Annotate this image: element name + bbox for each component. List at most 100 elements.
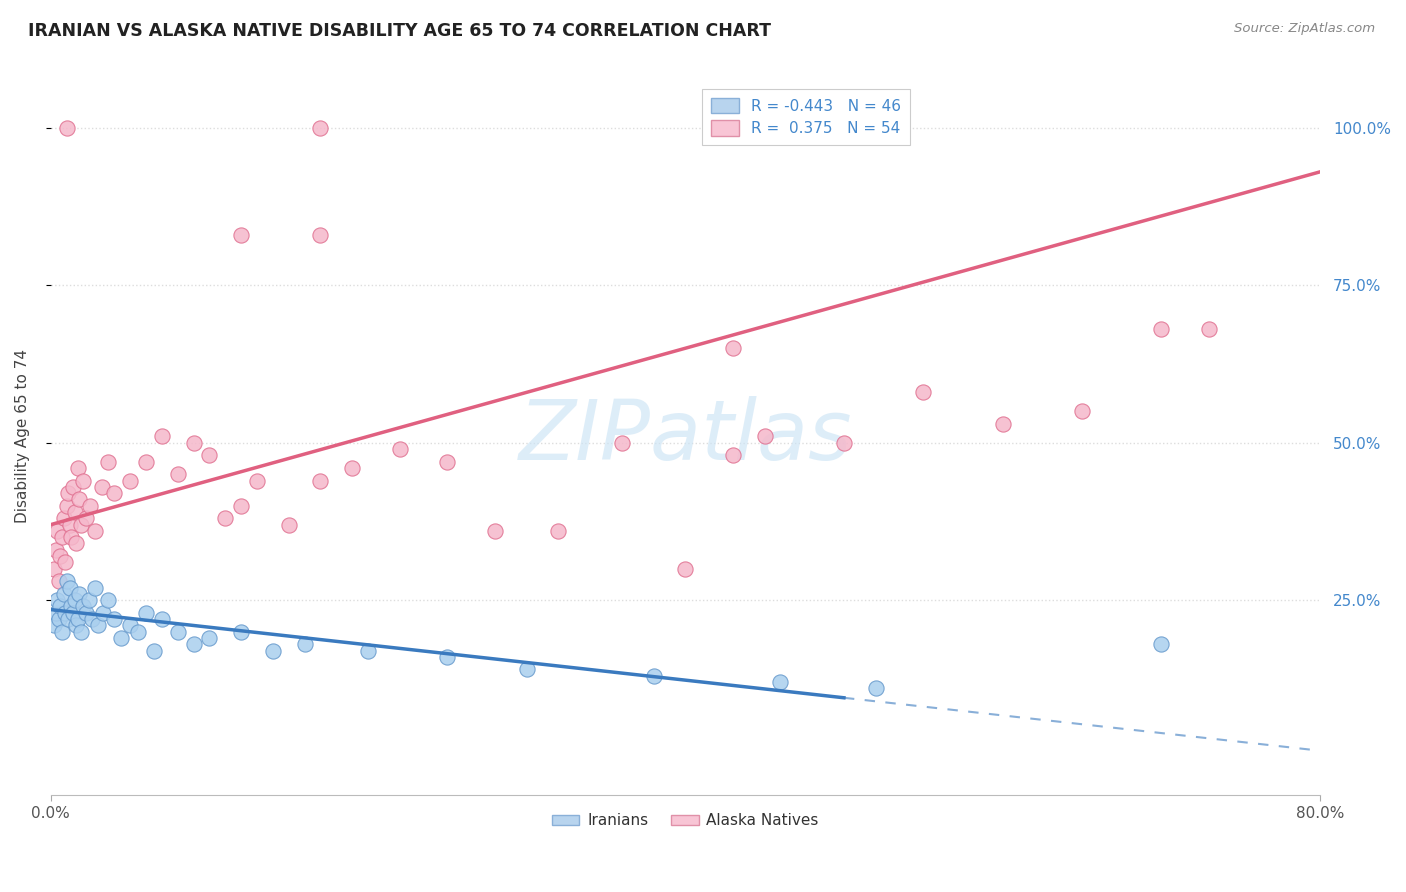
Point: [1070, 404, 1092, 418]
Point: [166, 467, 188, 482]
Point: [52, 587, 75, 601]
Point: [65, 536, 87, 550]
Point: [97, 593, 120, 607]
Point: [51, 624, 73, 639]
Point: [912, 385, 935, 400]
Point: [52, 511, 75, 525]
Point: [357, 643, 380, 657]
Point: [63, 505, 86, 519]
Point: [59, 581, 82, 595]
Point: [48, 574, 70, 589]
Point: [166, 624, 188, 639]
Point: [436, 649, 458, 664]
Point: [484, 524, 506, 538]
Point: [865, 681, 887, 696]
Point: [150, 612, 173, 626]
Point: [48, 612, 70, 626]
Point: [309, 120, 332, 135]
Point: [127, 624, 149, 639]
Point: [231, 624, 253, 639]
Point: [110, 631, 132, 645]
Point: [294, 637, 316, 651]
Point: [103, 612, 125, 626]
Point: [142, 643, 165, 657]
Point: [53, 555, 76, 569]
Point: [60, 530, 83, 544]
Point: [754, 429, 776, 443]
Point: [58, 486, 80, 500]
Point: [84, 524, 107, 538]
Point: [42, 618, 65, 632]
Text: Source: ZipAtlas.com: Source: ZipAtlas.com: [1234, 22, 1375, 36]
Point: [55, 574, 77, 589]
Point: [198, 631, 221, 645]
Point: [87, 618, 110, 632]
Point: [673, 562, 696, 576]
Point: [79, 499, 101, 513]
Point: [46, 524, 69, 538]
Point: [120, 474, 142, 488]
Point: [150, 429, 173, 443]
Point: [610, 435, 633, 450]
Point: [547, 524, 569, 538]
Point: [67, 587, 90, 601]
Point: [55, 120, 77, 135]
Point: [49, 599, 72, 614]
Point: [60, 599, 83, 614]
Point: [309, 474, 332, 488]
Point: [42, 562, 65, 576]
Point: [277, 517, 299, 532]
Point: [183, 637, 205, 651]
Point: [991, 417, 1014, 431]
Text: IRANIAN VS ALASKA NATIVE DISABILITY AGE 65 TO 74 CORRELATION CHART: IRANIAN VS ALASKA NATIVE DISABILITY AGE …: [28, 22, 770, 40]
Point: [67, 492, 90, 507]
Point: [66, 612, 89, 626]
Point: [231, 227, 253, 242]
Y-axis label: Disability Age 65 to 74: Disability Age 65 to 74: [15, 350, 30, 524]
Point: [65, 618, 87, 632]
Point: [49, 549, 72, 563]
Point: [46, 593, 69, 607]
Point: [214, 511, 236, 525]
Legend: Iranians, Alaska Natives: Iranians, Alaska Natives: [546, 807, 825, 834]
Point: [63, 593, 86, 607]
Point: [72, 599, 94, 614]
Point: [135, 454, 157, 468]
Point: [70, 624, 93, 639]
Point: [769, 675, 792, 690]
Point: [55, 499, 77, 513]
Point: [97, 454, 120, 468]
Point: [75, 606, 97, 620]
Point: [70, 517, 93, 532]
Point: [721, 341, 744, 355]
Point: [1150, 322, 1173, 336]
Point: [45, 542, 67, 557]
Point: [198, 448, 221, 462]
Point: [75, 511, 97, 525]
Point: [66, 461, 89, 475]
Point: [1198, 322, 1220, 336]
Point: [231, 499, 253, 513]
Point: [1150, 637, 1173, 651]
Point: [77, 593, 100, 607]
Point: [721, 120, 744, 135]
Point: [246, 474, 269, 488]
Point: [62, 606, 84, 620]
Text: ZIPatlas: ZIPatlas: [519, 396, 852, 477]
Point: [90, 480, 112, 494]
Point: [59, 517, 82, 532]
Point: [120, 618, 142, 632]
Point: [721, 448, 744, 462]
Point: [91, 606, 114, 620]
Point: [516, 662, 538, 676]
Point: [643, 669, 665, 683]
Point: [309, 227, 332, 242]
Point: [135, 606, 157, 620]
Point: [388, 442, 411, 456]
Point: [183, 435, 205, 450]
Point: [58, 612, 80, 626]
Point: [342, 461, 364, 475]
Point: [53, 606, 76, 620]
Point: [80, 612, 103, 626]
Point: [436, 454, 458, 468]
